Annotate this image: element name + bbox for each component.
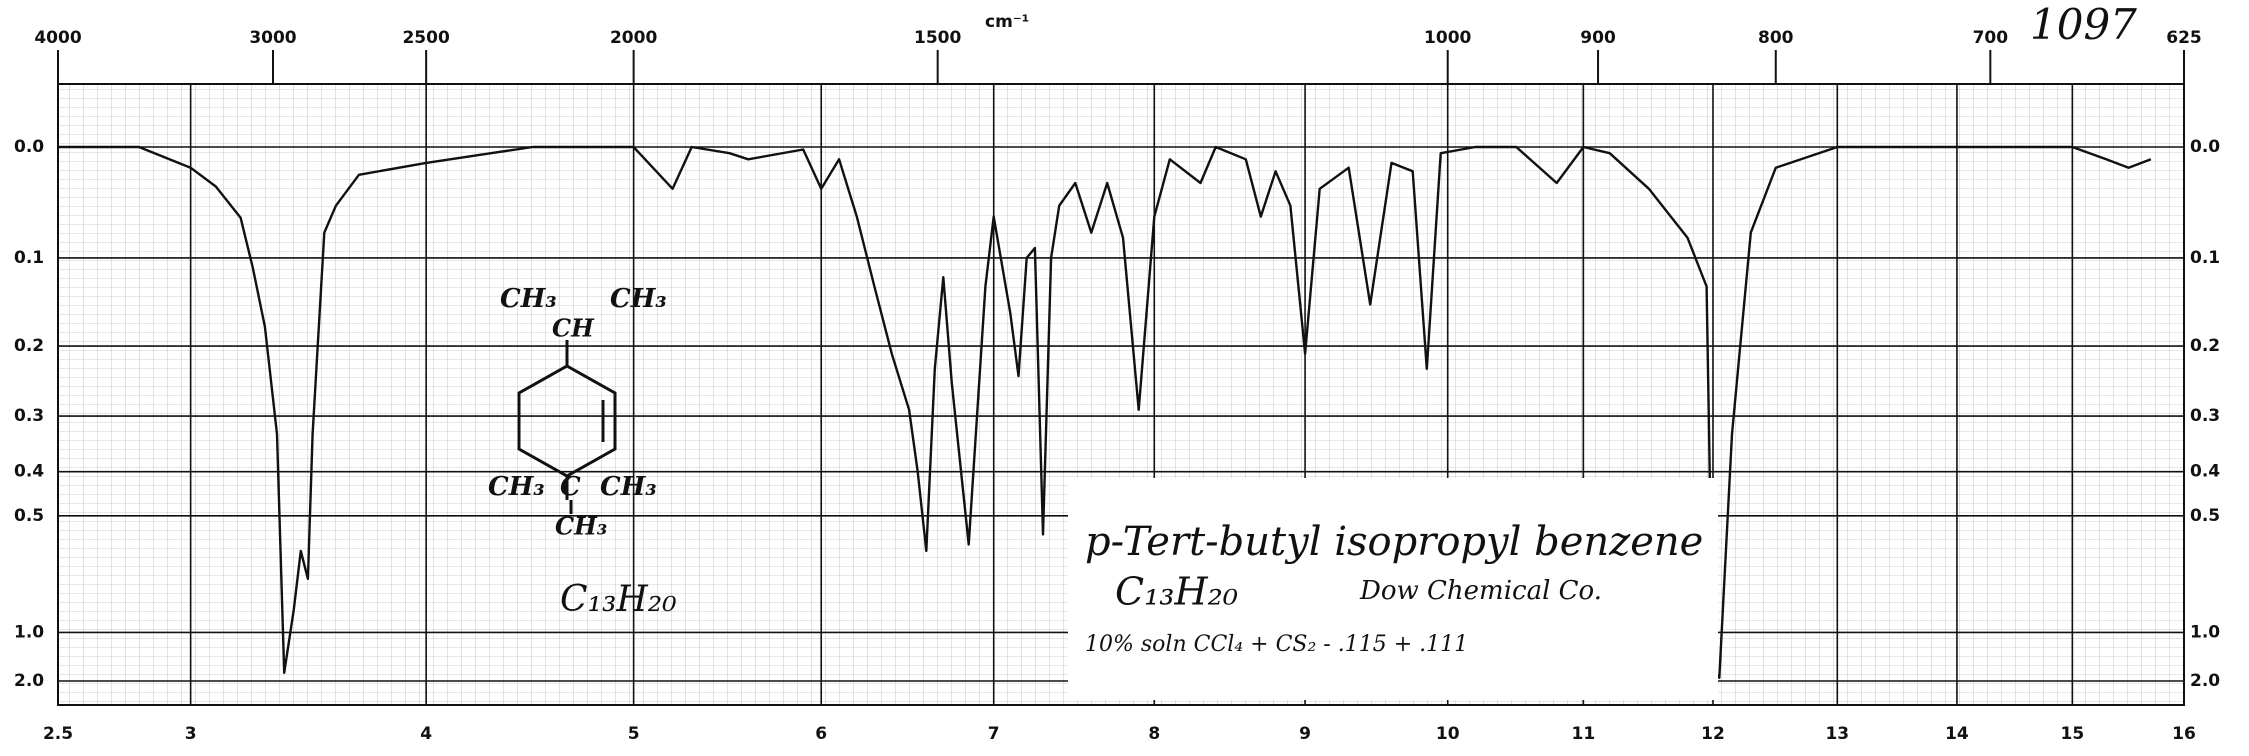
y-tick-label: 0.0 <box>14 137 44 157</box>
y-tick-label: 2.0 <box>14 671 44 691</box>
spectrum-line <box>58 145 2152 679</box>
label-box <box>1068 478 1718 700</box>
x-tick-label: 8 <box>1148 724 1160 744</box>
x-tick-label: 14 <box>1945 724 1969 744</box>
conditions: 10% soln CCl₄ + CS₂ - .115 + .111 <box>1085 632 1468 657</box>
x2-tick-label: 900 <box>1580 28 1616 48</box>
x2-tick-label: 2000 <box>610 28 657 48</box>
x2-tick-label: 700 <box>1973 28 2009 48</box>
x-tick-label: 9 <box>1299 724 1311 744</box>
x-tick-label: 10 <box>1436 724 1460 744</box>
x-tick-label: 11 <box>1572 724 1596 744</box>
x-tick-label: 13 <box>1825 724 1849 744</box>
y-tick-label: 0.1 <box>14 248 44 268</box>
x-tick-label: 16 <box>2172 724 2196 744</box>
structure-label: CH₃ <box>610 284 667 314</box>
structure-label: CH₃ <box>500 284 557 314</box>
x-tick-label: 7 <box>988 724 1000 744</box>
y-tick-label: 0.3 <box>14 406 44 426</box>
x-tick-label: 3 <box>185 724 197 744</box>
y-tick-label-right: 1.0 <box>2190 622 2220 642</box>
y-tick-label-right: 0.0 <box>2190 137 2220 157</box>
x-tick-label: 2.5 <box>43 724 73 744</box>
y-tick-label-right: 0.1 <box>2190 248 2220 268</box>
x2-tick-label: 625 <box>2166 28 2202 48</box>
y-tick-label-right: 0.4 <box>2190 462 2220 482</box>
structure-label: CH₃ <box>600 472 657 502</box>
formula: C₁₃H₂₀ <box>1115 570 1238 614</box>
structure-label: CH₃ <box>488 472 545 502</box>
x2-tick-label: 1500 <box>914 28 961 48</box>
x2-tick-label: 800 <box>1758 28 1794 48</box>
spectrum-number: 1097 <box>2030 0 2137 49</box>
x2-tick-label: 4000 <box>34 28 81 48</box>
x-tick-label: 15 <box>2061 724 2085 744</box>
structure-label: CH <box>552 314 595 343</box>
structure-label: C <box>560 472 581 502</box>
y-tick-label: 1.0 <box>14 622 44 642</box>
structure-formula: C₁₃H₂₀ <box>560 579 677 620</box>
y-tick-label-right: 2.0 <box>2190 671 2220 691</box>
x2-tick-label: 1000 <box>1424 28 1471 48</box>
structure-label: CH₃ <box>555 512 607 541</box>
y-tick-label-right: 0.2 <box>2190 336 2220 356</box>
y-tick-label-right: 0.5 <box>2190 506 2220 526</box>
x2-tick-label: 2500 <box>402 28 449 48</box>
y-tick-label: 0.2 <box>14 336 44 356</box>
source: Dow Chemical Co. <box>1359 576 1602 606</box>
x-tick-label: 12 <box>1701 724 1725 744</box>
compound-name: p-Tert-butyl isopropyl benzene <box>1085 519 1703 565</box>
x-tick-label: 4 <box>420 724 432 744</box>
x-tick-label: 6 <box>815 724 827 744</box>
structure <box>517 340 617 514</box>
y-tick-label-right: 0.3 <box>2190 406 2220 426</box>
x2-axis-label: cm⁻¹ <box>985 12 1029 32</box>
x-tick-label: 5 <box>628 724 640 744</box>
x2-tick-label: 3000 <box>249 28 296 48</box>
y-tick-label: 0.5 <box>14 506 44 526</box>
y-tick-label: 0.4 <box>14 462 44 482</box>
